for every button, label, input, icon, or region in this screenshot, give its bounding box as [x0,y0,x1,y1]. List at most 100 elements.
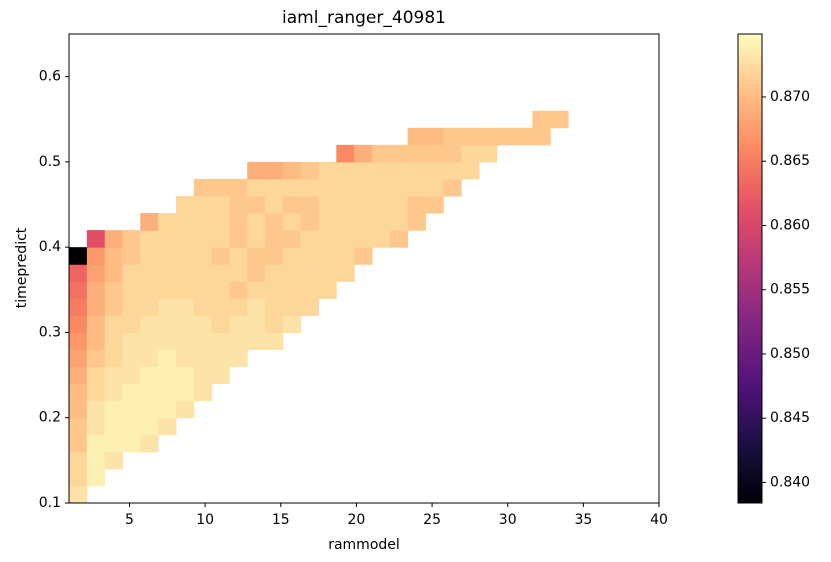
heat-cell [193,349,213,368]
heat-cell [140,264,159,282]
heat-cell [318,213,337,231]
heat-cell [175,247,195,265]
colorbar [737,33,763,504]
y-tick-label: 0.2 [39,410,61,426]
heat-cell [86,349,106,368]
heat-cell [158,349,177,368]
heat-cell [211,349,230,368]
heat-cell [211,178,230,197]
heat-cell [211,366,230,385]
heat-cell [193,366,213,385]
y-tick-label: 0.6 [39,69,61,85]
heat-cell [372,178,391,197]
heat-cell [265,332,284,351]
heat-cell [104,264,124,282]
heat-cell [175,230,195,248]
heat-cell [247,247,266,265]
heat-cell [104,315,124,333]
heat-cell [193,281,213,299]
heat-cell [496,127,516,146]
heat-cell [122,366,141,385]
heat-cell [372,230,391,248]
heat-cell [265,298,284,316]
heat-cell [265,178,284,197]
heat-cell [318,161,337,180]
heat-cell [158,332,177,351]
heat-cell [247,281,266,299]
heat-cell [104,417,124,436]
heat-cell [86,400,106,419]
y-tick-label: 0.5 [39,154,61,170]
heat-cell [158,383,177,402]
heat-cell [372,161,391,180]
heat-cell [318,178,337,197]
heat-cell [86,417,106,436]
heat-cell [69,434,88,453]
colorbar-tick-label: 0.865 [770,153,810,169]
heat-cell [425,178,444,197]
heat-cell [247,332,266,351]
heat-cell [229,332,248,351]
heat-cell [478,144,498,163]
heat-cell [265,161,284,180]
heat-cell [229,196,248,214]
heat-cell [140,349,159,368]
heat-cell [69,383,88,402]
heat-cell [336,161,355,180]
heat-cell [407,144,426,163]
heat-cell [354,213,373,231]
heat-cell [69,451,88,470]
heat-cell [122,298,141,316]
heat-cell [158,400,177,419]
heat-cell [282,178,302,197]
heat-cell [229,247,248,265]
heat-cell [265,315,284,333]
heat-cell [478,127,498,146]
heat-cell [158,230,177,248]
heat-cell [354,230,373,248]
heat-cell [247,315,266,333]
heat-cell [104,400,124,419]
heat-cell [282,213,302,231]
heat-cell [229,298,248,316]
heat-cell [122,230,141,248]
heat-cell [193,298,213,316]
heat-cell [300,230,319,248]
heat-cell [229,213,248,231]
heat-cell [158,213,177,231]
heat-cell [282,247,302,265]
heat-cell [407,161,426,180]
heat-cell [247,230,266,248]
heat-cell [532,110,551,129]
heat-cell [247,298,266,316]
heat-cell [104,332,124,351]
x-tick-label: 35 [574,512,592,528]
heat-cell [443,144,462,163]
heat-cell [336,264,355,282]
heat-cell [86,247,106,265]
plot-frame [68,33,660,504]
heat-cell [86,366,106,385]
heat-cell [247,213,266,231]
heat-cell [86,332,106,351]
heat-cell [282,230,302,248]
heat-cell [354,144,373,163]
heat-cell [122,281,141,299]
heat-cell [86,230,106,248]
colorbar-tick-label: 0.850 [770,346,810,362]
heat-cell [140,400,159,419]
heat-cell [247,161,266,180]
heat-cell [122,264,141,282]
heat-cell [443,178,462,197]
heat-cell [550,110,569,129]
heat-cell [69,417,88,436]
heat-cell [389,161,409,180]
heat-cell [425,144,444,163]
y-axis-label: timepredict [14,227,30,308]
heat-cell [443,161,462,180]
heat-cell [69,264,88,282]
heat-cell [104,247,124,265]
heat-cell [122,417,141,436]
chart-title: iaml_ranger_40981 [282,8,446,28]
